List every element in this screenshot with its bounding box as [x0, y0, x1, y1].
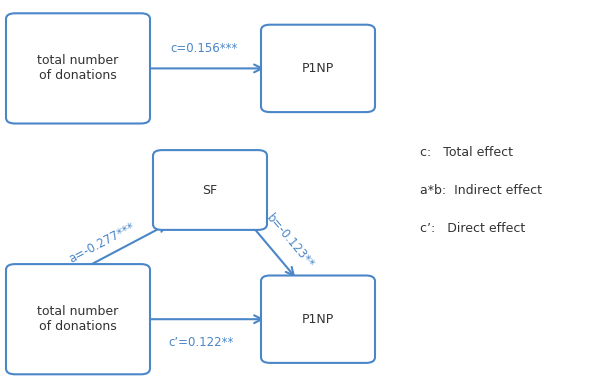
Text: a*b:  Indirect effect: a*b: Indirect effect: [420, 184, 542, 196]
Text: c=0.156***: c=0.156***: [170, 42, 238, 55]
Text: a=-0.277***: a=-0.277***: [67, 220, 137, 266]
Text: b=-0.123**: b=-0.123**: [263, 211, 317, 271]
Text: total number
of donations: total number of donations: [37, 305, 119, 333]
Text: c’:   Direct effect: c’: Direct effect: [420, 222, 525, 234]
Text: SF: SF: [202, 184, 218, 196]
FancyBboxPatch shape: [261, 276, 375, 363]
FancyBboxPatch shape: [261, 25, 375, 112]
Text: c:   Total effect: c: Total effect: [420, 146, 513, 158]
Text: total number
of donations: total number of donations: [37, 54, 119, 82]
FancyBboxPatch shape: [6, 13, 150, 124]
Text: P1NP: P1NP: [302, 62, 334, 75]
Text: P1NP: P1NP: [302, 313, 334, 326]
Text: c’=0.122**: c’=0.122**: [169, 336, 233, 349]
FancyBboxPatch shape: [153, 150, 267, 230]
FancyBboxPatch shape: [6, 264, 150, 374]
